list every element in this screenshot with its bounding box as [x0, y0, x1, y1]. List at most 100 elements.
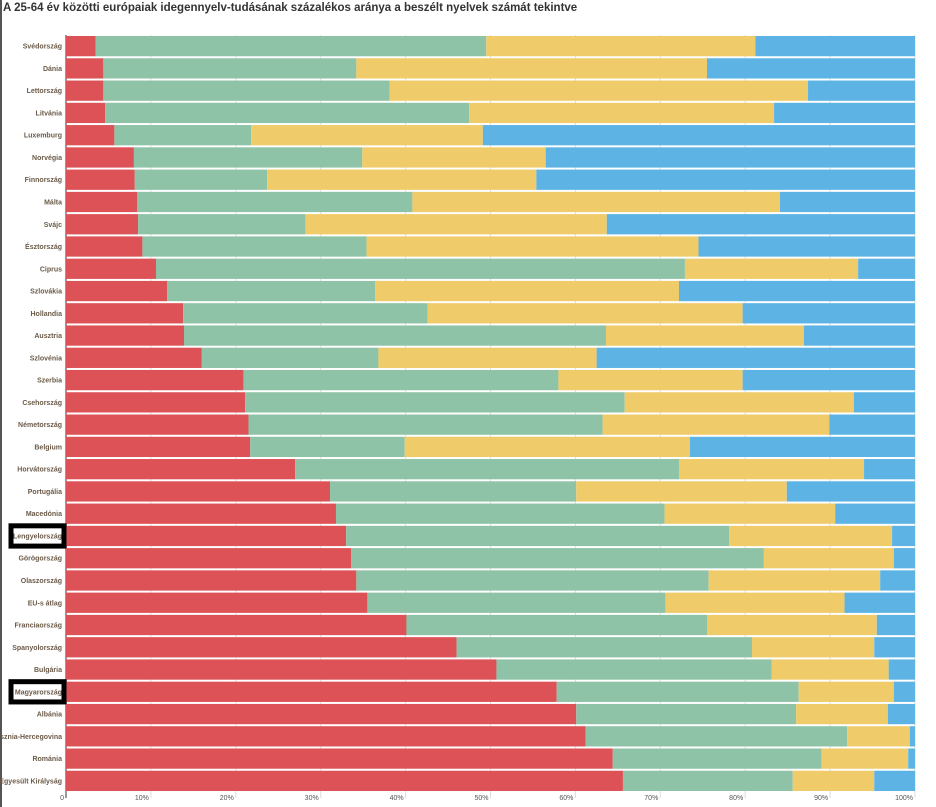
bar-segment-1 — [66, 102, 106, 124]
bar-segment-3 — [362, 147, 546, 168]
bar-segment-2 — [137, 191, 413, 213]
category-label: Málta — [44, 199, 62, 206]
highlight-box — [8, 679, 67, 705]
bar-segment-3 — [821, 748, 909, 769]
category-label: Spanyolország — [12, 645, 62, 652]
bar-segment-3 — [847, 726, 910, 747]
x-tick-label: 10% — [135, 795, 149, 802]
bar-segment-1 — [66, 347, 202, 368]
bar-segment-4 — [698, 236, 915, 257]
bar-segment-2 — [103, 58, 357, 79]
category-label: Macedónia — [26, 511, 62, 518]
bar-segment-1 — [66, 369, 244, 391]
bar-segment-2 — [103, 80, 390, 101]
bar-segment-2 — [406, 614, 707, 636]
bar-segment-2 — [184, 325, 606, 346]
bar-segment-2 — [105, 102, 470, 124]
bar-segment-1 — [66, 280, 168, 302]
bar-segment-2 — [138, 214, 306, 235]
bar-segment-1 — [66, 169, 135, 190]
bar-segment-4 — [893, 681, 915, 702]
bar-segment-3 — [366, 236, 699, 257]
bar-segment-1 — [66, 681, 557, 702]
bar-segment-3 — [792, 770, 875, 791]
x-tick-label: 0 — [60, 795, 64, 802]
category-label: Luxemburg — [24, 133, 62, 140]
bar-segment-1 — [66, 80, 104, 101]
x-tick-label: 70% — [644, 795, 658, 802]
category-label: Görögország — [18, 556, 62, 563]
x-tick-label: 90% — [814, 795, 828, 802]
bar-segment-3 — [684, 258, 859, 279]
category-label: Belgium — [34, 444, 62, 451]
bar-segment-3 — [771, 659, 889, 680]
bar-segment-1 — [66, 726, 586, 747]
bar-segment-3 — [763, 548, 894, 569]
category-label: Ciprus — [40, 266, 62, 273]
bar-segment-1 — [66, 637, 457, 658]
bar-segment-2 — [356, 570, 709, 591]
bar-segment-3 — [729, 525, 893, 547]
bar-segment-4 — [908, 748, 915, 769]
bar-segment-1 — [66, 325, 185, 346]
bar-segment-1 — [66, 481, 331, 502]
bar-segment-1 — [66, 258, 156, 279]
category-label: Románia — [32, 756, 62, 763]
bar-segment-3 — [796, 703, 888, 725]
bar-segment-4 — [909, 726, 915, 747]
category-label: Franciaország — [15, 623, 62, 630]
bar-segment-3 — [486, 36, 756, 57]
bar-segment-1 — [66, 58, 104, 79]
bar-segment-3 — [404, 436, 691, 458]
category-label: Portugália — [28, 489, 62, 496]
category-label: Magyarország — [15, 689, 62, 696]
bar-segment-2 — [612, 748, 822, 769]
category-label: Egyesült Királyság — [0, 778, 62, 785]
bar-segment-2 — [456, 637, 752, 658]
bar-segment-2 — [155, 258, 685, 279]
category-label: Dánia — [43, 66, 62, 73]
bar-segment-3 — [427, 303, 743, 324]
category-label: Bulgária — [34, 667, 62, 674]
bar-segment-3 — [708, 570, 881, 591]
bar-segment-4 — [606, 214, 915, 235]
category-label: Ausztria — [34, 333, 62, 340]
x-tick-label: 100% — [895, 795, 913, 802]
bar-segment-4 — [844, 592, 915, 613]
bar-segment-2 — [133, 147, 363, 168]
bar-segment-1 — [66, 748, 613, 769]
bar-segment-2 — [134, 169, 268, 190]
bar-segment-4 — [880, 570, 915, 591]
bar-segment-3 — [412, 191, 781, 213]
x-tick-label: 50% — [474, 795, 488, 802]
bar-segment-2 — [622, 770, 793, 791]
bar-segment-1 — [66, 392, 246, 413]
bar-segment-3 — [356, 58, 707, 79]
x-tick-label: 60% — [559, 795, 573, 802]
bar-segment-4 — [874, 637, 915, 658]
bar-segment-4 — [888, 659, 915, 680]
category-label: Hollandia — [30, 311, 62, 318]
bar-segment-1 — [66, 614, 407, 636]
bar-segment-1 — [66, 570, 357, 591]
bar-segment-1 — [66, 191, 138, 213]
bar-segment-1 — [66, 525, 347, 547]
bar-segment-4 — [742, 369, 915, 391]
bar-segment-1 — [66, 436, 251, 458]
bar-segment-3 — [602, 414, 830, 435]
bar-segment-1 — [66, 503, 336, 524]
category-label: Svájc — [44, 222, 62, 229]
bar-segment-3 — [375, 280, 679, 302]
category-label: Lettország — [27, 88, 62, 95]
bar-segment-2 — [496, 659, 772, 680]
bar-segment-4 — [742, 303, 915, 324]
category-label: Észtország — [25, 242, 62, 251]
bar-segment-1 — [66, 592, 368, 613]
bar-segment-1 — [66, 703, 577, 725]
bar-segment-2 — [576, 703, 797, 725]
highlight-box — [8, 523, 67, 549]
x-tick-label: 30% — [305, 795, 319, 802]
bar-segment-4 — [678, 280, 915, 302]
category-label: Finnország — [25, 177, 62, 184]
bar-segment-3 — [305, 214, 607, 235]
